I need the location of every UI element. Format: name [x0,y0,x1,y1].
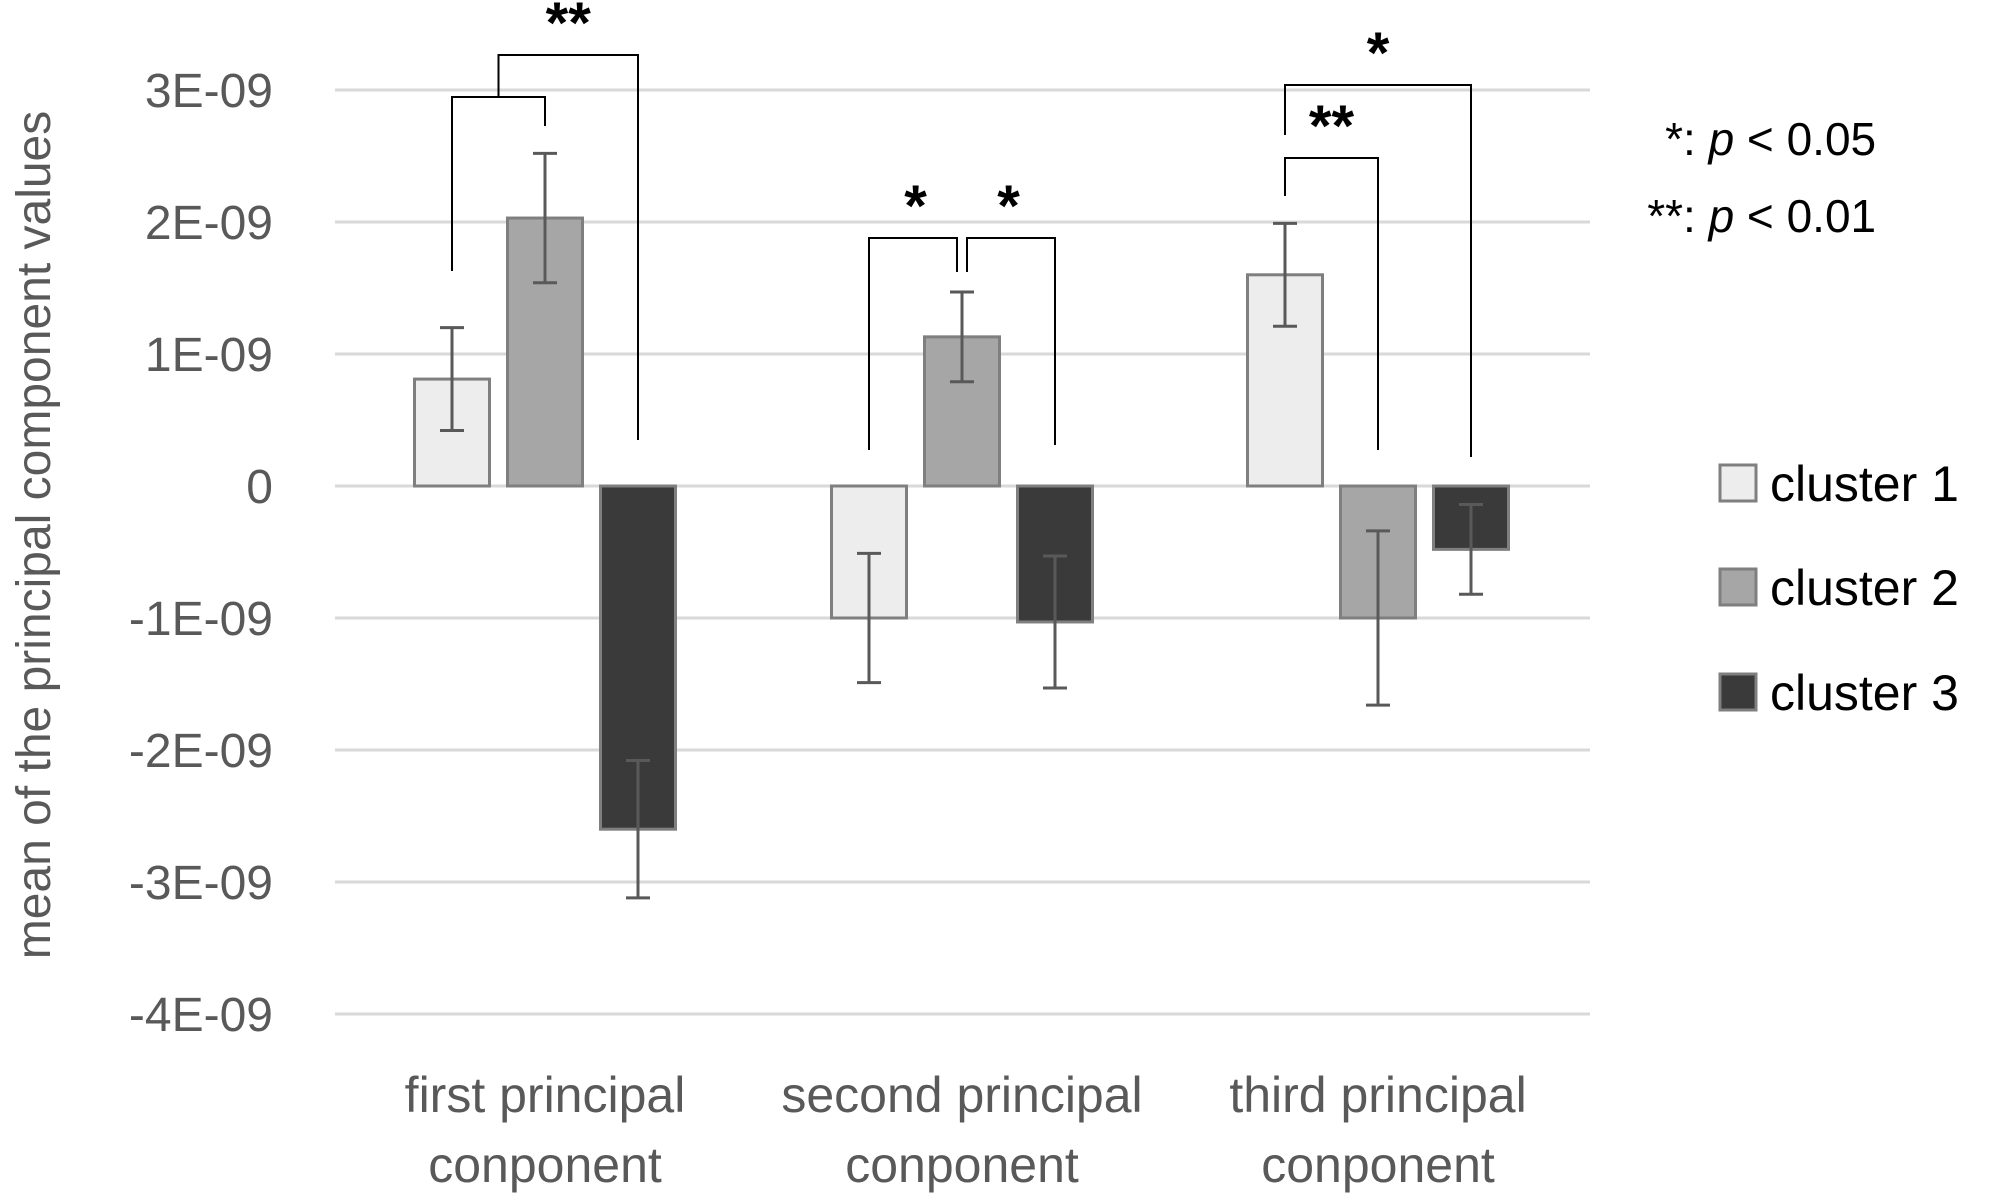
significance-bracket: * [966,174,1056,445]
legend-swatch [1718,567,1758,607]
y-tick-label: 0 [246,461,273,514]
significance-legend: * : p < 0.05** : p < 0.01 [1647,113,1876,242]
x-axis-ticks: first principal conponent second principal… [405,1067,1527,1193]
legend-label: cluster 3 [1770,665,1959,721]
significance-bracket: ** [451,0,639,440]
y-tick-label: -1E-09 [129,593,273,646]
significance-legend-stars: * [1665,113,1683,165]
significance-brackets: *** **** [451,0,1472,457]
significance-label: * [904,174,927,239]
error-bar [1459,502,1483,596]
y-axis-ticks: 3E-09 2E-09 1E-09 0 -1E-09 -2E-09 -3E-09 -4E-09 [129,65,273,1042]
significance-label: * [1367,21,1390,86]
error-bar [1366,529,1390,707]
error-bar [950,290,974,384]
error-bar [857,551,881,685]
y-tick-label: -3E-09 [129,857,273,910]
legend: cluster 1 cluster 2 cluster 3 [1718,456,1959,721]
error-bar [1273,221,1297,328]
legend-swatch [1718,672,1758,712]
y-axis-label: mean of the principal component values [8,111,61,960]
error-bars [440,151,1483,900]
error-bar [1043,554,1067,690]
significance-legend-stars: ** [1647,190,1683,242]
significance-label: ** [546,0,592,56]
x-tick-label: third principal conponent [1229,1067,1526,1193]
significance-bracket: * [868,174,958,450]
y-tick-label: -2E-09 [129,725,273,778]
x-tick-label: first principal conponent [405,1067,686,1193]
y-tick-label: 2E-09 [145,197,273,250]
y-tick-label: 3E-09 [145,65,273,118]
legend-label: cluster 1 [1770,456,1959,512]
significance-bracket: * [1284,21,1472,457]
significance-legend-text: : p < 0.05 [1683,113,1876,165]
legend-swatch [1718,463,1758,503]
error-bar [533,151,557,285]
significance-bracket: ** [1284,94,1379,450]
legend-item-cluster-1: cluster 1 [1718,456,1959,512]
significance-label: ** [1309,94,1355,159]
y-tick-label: -4E-09 [129,989,273,1042]
legend-item-cluster-2: cluster 2 [1718,560,1959,616]
x-tick-label: second principal conponent [781,1067,1142,1193]
significance-legend-text: : p < 0.01 [1683,190,1876,242]
significance-label: * [997,174,1020,239]
legend-item-cluster-3: cluster 3 [1718,665,1959,721]
error-bar [626,759,650,900]
y-tick-label: 1E-09 [145,329,273,382]
error-bar [440,326,464,433]
legend-label: cluster 2 [1770,560,1959,616]
